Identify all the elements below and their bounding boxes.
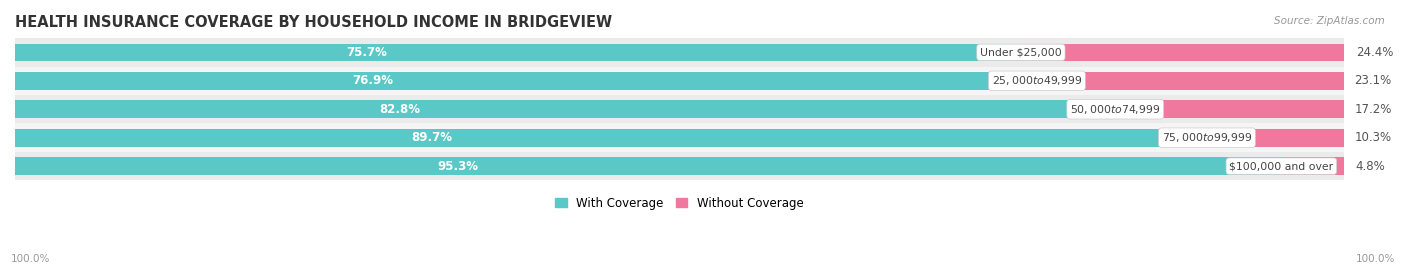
Text: 89.7%: 89.7% xyxy=(412,131,453,144)
Text: 100.0%: 100.0% xyxy=(1355,254,1395,264)
Bar xyxy=(15,72,1036,90)
Text: 10.3%: 10.3% xyxy=(1354,131,1392,144)
Bar xyxy=(15,100,1115,118)
Text: 95.3%: 95.3% xyxy=(437,160,478,173)
Bar xyxy=(1206,129,1344,147)
Text: 100.0%: 100.0% xyxy=(11,254,51,264)
Text: 75.7%: 75.7% xyxy=(347,46,388,59)
Text: $75,000 to $99,999: $75,000 to $99,999 xyxy=(1161,131,1253,144)
Bar xyxy=(15,95,1344,123)
Bar xyxy=(15,152,1344,180)
Legend: With Coverage, Without Coverage: With Coverage, Without Coverage xyxy=(551,192,808,214)
Bar xyxy=(15,157,1281,175)
Text: $50,000 to $74,999: $50,000 to $74,999 xyxy=(1070,103,1160,116)
Bar xyxy=(1036,72,1344,90)
Bar xyxy=(15,38,1344,66)
Bar xyxy=(1021,44,1346,61)
Text: 76.9%: 76.9% xyxy=(352,74,394,87)
Text: 23.1%: 23.1% xyxy=(1354,74,1392,87)
Bar xyxy=(15,44,1021,61)
Text: 4.8%: 4.8% xyxy=(1355,160,1385,173)
Text: Source: ZipAtlas.com: Source: ZipAtlas.com xyxy=(1274,16,1385,26)
Bar xyxy=(1281,157,1346,175)
Text: 82.8%: 82.8% xyxy=(380,103,420,116)
Bar xyxy=(15,123,1344,152)
Bar xyxy=(1115,100,1344,118)
Text: $25,000 to $49,999: $25,000 to $49,999 xyxy=(991,74,1083,87)
Text: 24.4%: 24.4% xyxy=(1355,46,1393,59)
Text: $100,000 and over: $100,000 and over xyxy=(1229,161,1333,171)
Text: Under $25,000: Under $25,000 xyxy=(980,47,1062,57)
Bar xyxy=(15,129,1206,147)
Text: 17.2%: 17.2% xyxy=(1354,103,1392,116)
Bar xyxy=(15,66,1344,95)
Text: HEALTH INSURANCE COVERAGE BY HOUSEHOLD INCOME IN BRIDGEVIEW: HEALTH INSURANCE COVERAGE BY HOUSEHOLD I… xyxy=(15,15,612,30)
